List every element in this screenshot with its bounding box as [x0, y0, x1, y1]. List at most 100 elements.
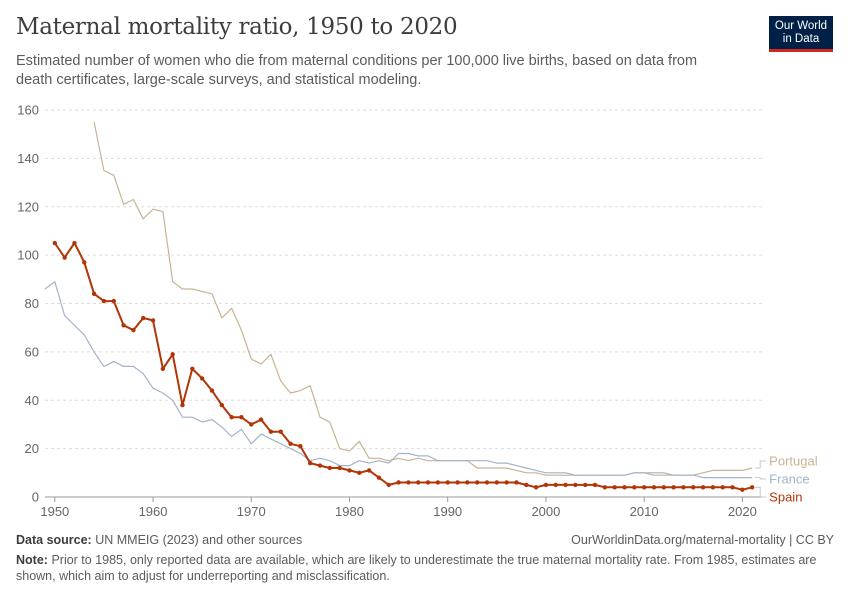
x-tick-label: 1980 — [335, 504, 364, 519]
data-point-spain[interactable] — [131, 327, 136, 333]
data-point-spain[interactable] — [651, 485, 657, 490]
data-point-spain[interactable] — [180, 402, 185, 408]
data-point-spain[interactable] — [229, 414, 234, 420]
data-point-spain[interactable] — [563, 482, 568, 488]
data-point-spain[interactable] — [357, 470, 362, 476]
data-point-spain[interactable] — [553, 482, 558, 488]
data-point-spain[interactable] — [62, 255, 67, 260]
chart-subtitle: Estimated number of women who die from m… — [16, 53, 698, 88]
data-point-spain[interactable] — [700, 485, 706, 490]
data-point-spain[interactable] — [317, 463, 323, 468]
data-point-spain[interactable] — [288, 441, 293, 446]
data-point-spain[interactable] — [612, 485, 617, 490]
chart-title: Maternal mortality ratio, 1950 to 2020 — [16, 14, 458, 40]
data-point-spain[interactable] — [219, 402, 224, 408]
y-tick-label: 100 — [17, 248, 39, 263]
series-label-france[interactable]: France — [769, 472, 809, 487]
data-point-spain[interactable] — [101, 298, 107, 304]
data-point-spain[interactable] — [435, 480, 441, 485]
data-point-spain[interactable] — [583, 482, 588, 488]
data-source-text: UN MMEIG (2023) and other sources — [95, 533, 303, 547]
data-point-spain[interactable] — [504, 480, 509, 485]
data-point-spain[interactable] — [376, 475, 382, 480]
data-point-spain[interactable] — [661, 485, 666, 490]
data-point-spain[interactable] — [199, 376, 205, 381]
data-point-spain[interactable] — [327, 465, 333, 471]
line-chart: 0 20 40 60 80 100 120 140 160 1950 1960 1970 1980 199… — [17, 103, 818, 520]
data-point-spain[interactable] — [710, 485, 716, 490]
data-point-spain[interactable] — [406, 480, 411, 485]
series-label-portugal[interactable]: Portugal — [769, 454, 818, 469]
data-point-spain[interactable] — [632, 485, 637, 490]
data-point-spain[interactable] — [681, 485, 686, 490]
series-label-spain[interactable]: Spain — [769, 490, 802, 505]
data-point-spain[interactable] — [209, 388, 215, 393]
data-point-spain[interactable] — [278, 429, 283, 434]
data-point-spain[interactable] — [720, 485, 725, 490]
data-point-spain[interactable] — [121, 323, 126, 328]
data-point-spain[interactable] — [258, 417, 264, 422]
series-lines — [44, 121, 755, 492]
source-url-link[interactable]: OurWorldinData.org/maternal-mortality | … — [571, 533, 834, 547]
data-point-spain[interactable] — [533, 485, 539, 490]
data-point-spain[interactable] — [170, 352, 175, 357]
data-point-spain[interactable] — [691, 485, 696, 490]
data-point-spain[interactable] — [592, 482, 598, 488]
series-labels: Portugal France Spain — [755, 454, 818, 505]
data-point-spain[interactable] — [543, 482, 549, 488]
data-point-spain[interactable] — [641, 485, 647, 490]
y-tick-label: 20 — [25, 441, 39, 456]
data-point-spain[interactable] — [386, 482, 391, 488]
data-point-spain[interactable] — [160, 366, 166, 372]
data-point-spain[interactable] — [749, 485, 755, 490]
logo-line-1: Our World — [774, 19, 828, 32]
data-point-spain[interactable] — [445, 480, 450, 485]
axes: 0 20 40 60 80 100 120 140 160 1950 1960 1970 1980 199… — [17, 103, 762, 519]
y-tick-label: 60 — [25, 344, 39, 359]
data-point-spain[interactable] — [190, 366, 195, 372]
data-point-spain[interactable] — [514, 480, 519, 485]
data-point-spain[interactable] — [671, 485, 676, 490]
data-point-spain[interactable] — [150, 318, 156, 323]
data-point-spain[interactable] — [494, 480, 500, 485]
data-source-label: Data source: — [16, 533, 92, 547]
data-point-spain[interactable] — [337, 465, 342, 471]
data-point-spain[interactable] — [573, 482, 578, 488]
data-point-spain[interactable] — [455, 480, 460, 485]
data-point-spain[interactable] — [474, 480, 480, 485]
series-line-spain[interactable] — [53, 242, 753, 491]
y-tick-label: 40 — [25, 393, 39, 408]
y-tick-label: 80 — [25, 296, 39, 311]
data-point-spain[interactable] — [622, 485, 627, 490]
data-point-spain[interactable] — [268, 429, 274, 434]
data-point-spain[interactable] — [52, 240, 58, 246]
data-point-spain[interactable] — [82, 260, 87, 265]
y-tick-label: 140 — [17, 151, 39, 166]
y-tick-label: 160 — [17, 103, 39, 118]
series-line-portugal[interactable] — [93, 121, 753, 476]
x-tick-label: 2020 — [728, 504, 757, 519]
data-point-spain[interactable] — [347, 468, 352, 473]
data-point-spain[interactable] — [249, 422, 254, 427]
data-point-spain[interactable] — [730, 485, 735, 490]
data-point-spain[interactable] — [602, 485, 608, 490]
owid-logo[interactable]: Our World in Data — [769, 16, 833, 52]
data-point-spain[interactable] — [416, 480, 421, 485]
series-line-france[interactable] — [44, 281, 753, 479]
data-point-spain[interactable] — [740, 487, 745, 492]
data-point-spain[interactable] — [425, 480, 431, 485]
data-point-spain[interactable] — [239, 414, 244, 420]
x-tick-label: 2010 — [630, 504, 659, 519]
data-point-spain[interactable] — [484, 480, 490, 485]
data-point-spain[interactable] — [524, 482, 529, 488]
x-tick-label: 1970 — [237, 504, 266, 519]
data-point-spain[interactable] — [91, 291, 97, 297]
data-point-spain[interactable] — [298, 444, 303, 449]
data-point-spain[interactable] — [307, 460, 313, 466]
data-point-spain[interactable] — [111, 298, 116, 304]
data-point-spain[interactable] — [396, 480, 401, 485]
data-point-spain[interactable] — [366, 468, 372, 473]
data-point-spain[interactable] — [141, 315, 146, 321]
data-point-spain[interactable] — [465, 480, 470, 485]
data-point-spain[interactable] — [72, 240, 77, 246]
